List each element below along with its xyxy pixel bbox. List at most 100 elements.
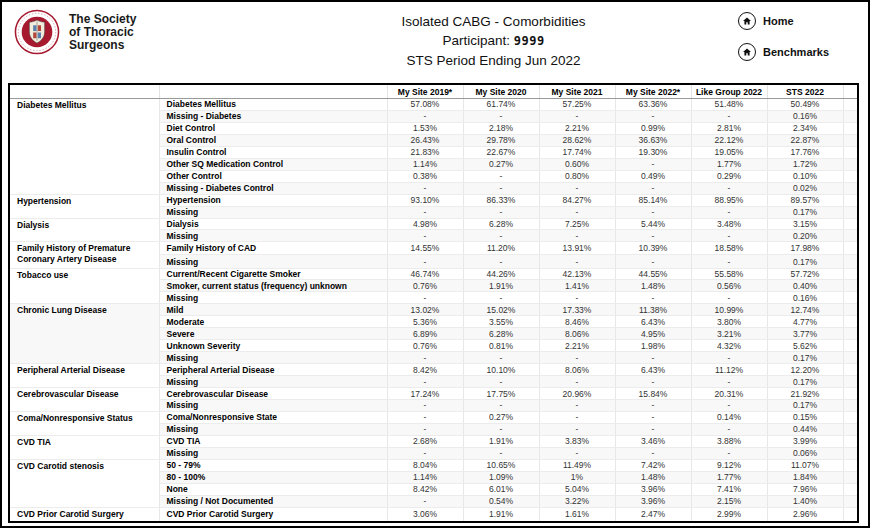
sts-seal-icon — [14, 9, 60, 55]
value-cell: 8.42% — [387, 364, 463, 376]
value-cell: 5.44% — [615, 218, 691, 230]
value-cell: 12.20% — [767, 364, 843, 376]
value-cell: 1.53% — [387, 122, 463, 134]
table-row: Family History of Premature Coronary Art… — [9, 242, 858, 255]
category-cell: Chronic Lung Disease — [9, 304, 159, 364]
value-cell: 1.48% — [615, 471, 691, 483]
table-row: Peripheral Arterial DiseasePeripheral Ar… — [9, 364, 858, 376]
report-header: The Society of Thoracic Surgeons Isolate… — [2, 2, 868, 70]
value-cell: - — [539, 400, 615, 412]
value-cell: 29.78% — [463, 134, 539, 146]
spacer-cell — [843, 122, 858, 134]
value-cell: 15.02% — [463, 304, 539, 316]
value-cell: 17.74% — [539, 146, 615, 158]
category-cell: CVD Prior Carotid Surgery — [9, 507, 159, 522]
value-cell: 89.57% — [767, 194, 843, 206]
value-cell: 4.98% — [387, 218, 463, 230]
metric-label-cell: Oral Control — [159, 134, 387, 146]
value-cell: 1.41% — [539, 280, 615, 292]
spacer-cell — [843, 292, 858, 304]
value-cell: 13.02% — [387, 304, 463, 316]
benchmarks-icon — [738, 43, 756, 61]
metric-label-cell: CVD TIA — [159, 435, 387, 447]
value-cell: 3.22% — [539, 495, 615, 507]
value-cell: 2.96% — [767, 507, 843, 522]
value-cell: 3.06% — [387, 507, 463, 522]
category-cell: Peripheral Arterial Disease — [9, 364, 159, 388]
metric-label-cell: Unknown Severity — [159, 340, 387, 352]
value-cell: 13.91% — [539, 242, 615, 255]
metric-label-cell: Missing - Diabetes Control — [159, 182, 387, 194]
value-cell: - — [691, 206, 767, 218]
value-cell: 5.36% — [387, 316, 463, 328]
value-cell: 19.05% — [691, 146, 767, 158]
value-cell: 10.39% — [615, 242, 691, 255]
value-cell: 0.17% — [767, 206, 843, 218]
metric-label-cell: Smoker, current status (frequency) unkno… — [159, 280, 387, 292]
metric-label-cell: Moderate — [159, 316, 387, 328]
table-row: Cerebrovascular DiseaseCerebrovascular D… — [9, 388, 858, 400]
table-row: CVD TIACVD TIA2.68%1.91%3.83%3.46%3.88%3… — [9, 435, 858, 447]
value-cell: 0.80% — [539, 170, 615, 182]
metric-label-cell: Missing — [159, 423, 387, 435]
spacer-cell — [843, 376, 858, 388]
value-cell: 57.08% — [387, 99, 463, 111]
value-cell: 2.34% — [767, 122, 843, 134]
value-cell: - — [463, 376, 539, 388]
spacer-cell — [843, 110, 858, 122]
value-cell: - — [691, 292, 767, 304]
spacer-cell — [843, 230, 858, 242]
metric-label-cell: Missing - Diabetes — [159, 110, 387, 122]
value-cell: 1.91% — [463, 435, 539, 447]
category-cell: Coma/Nonresponsive Status — [9, 411, 159, 435]
spacer-cell — [843, 99, 858, 111]
category-cell: Family History of Premature Coronary Art… — [9, 242, 159, 268]
value-cell: - — [691, 447, 767, 459]
value-cell: - — [691, 376, 767, 388]
column-header: My Site 2020 — [463, 84, 539, 99]
value-cell: 4.77% — [767, 316, 843, 328]
value-cell: 3.96% — [615, 483, 691, 495]
spacer-cell — [843, 134, 858, 146]
value-cell: 0.99% — [615, 122, 691, 134]
value-cell: 0.17% — [767, 255, 843, 268]
spacer-cell — [843, 182, 858, 194]
benchmarks-button[interactable]: Benchmarks — [738, 43, 856, 61]
metric-label-cell: Peripheral Arterial Disease — [159, 364, 387, 376]
value-cell: 6.01% — [463, 483, 539, 495]
value-cell: 5.04% — [539, 483, 615, 495]
spacer-cell — [843, 158, 858, 170]
value-cell: 0.20% — [767, 230, 843, 242]
value-cell: 17.98% — [767, 242, 843, 255]
value-cell: 5.62% — [767, 340, 843, 352]
value-cell: - — [615, 411, 691, 423]
spacer-cell — [843, 268, 858, 280]
home-icon — [738, 12, 756, 30]
value-cell: 1.91% — [463, 280, 539, 292]
category-cell: CVD Carotid stenosis — [9, 459, 159, 507]
value-cell: 26.43% — [387, 134, 463, 146]
value-cell: 8.04% — [387, 459, 463, 471]
value-cell: 2.15% — [691, 495, 767, 507]
category-cell: Hypertension — [9, 194, 159, 218]
spacer-cell — [843, 400, 858, 412]
value-cell: 22.12% — [691, 134, 767, 146]
metric-label-cell: Missing — [159, 447, 387, 459]
spacer-cell — [843, 316, 858, 328]
value-cell: 11.38% — [615, 304, 691, 316]
column-header: My Site 2022* — [615, 84, 691, 99]
value-cell: 0.06% — [767, 447, 843, 459]
value-cell: 3.80% — [691, 316, 767, 328]
value-cell: 1% — [539, 471, 615, 483]
category-cell: CVD TIA — [9, 435, 159, 459]
home-button[interactable]: Home — [738, 12, 856, 30]
value-cell: - — [463, 230, 539, 242]
value-cell: 0.49% — [615, 170, 691, 182]
value-cell: 1.77% — [691, 471, 767, 483]
value-cell: - — [387, 447, 463, 459]
value-cell: 0.17% — [767, 400, 843, 412]
spacer-cell — [843, 423, 858, 435]
metric-label-cell: Other SQ Medication Control — [159, 158, 387, 170]
value-cell: 4.32% — [691, 340, 767, 352]
column-header: My Site 2019* — [387, 84, 463, 99]
